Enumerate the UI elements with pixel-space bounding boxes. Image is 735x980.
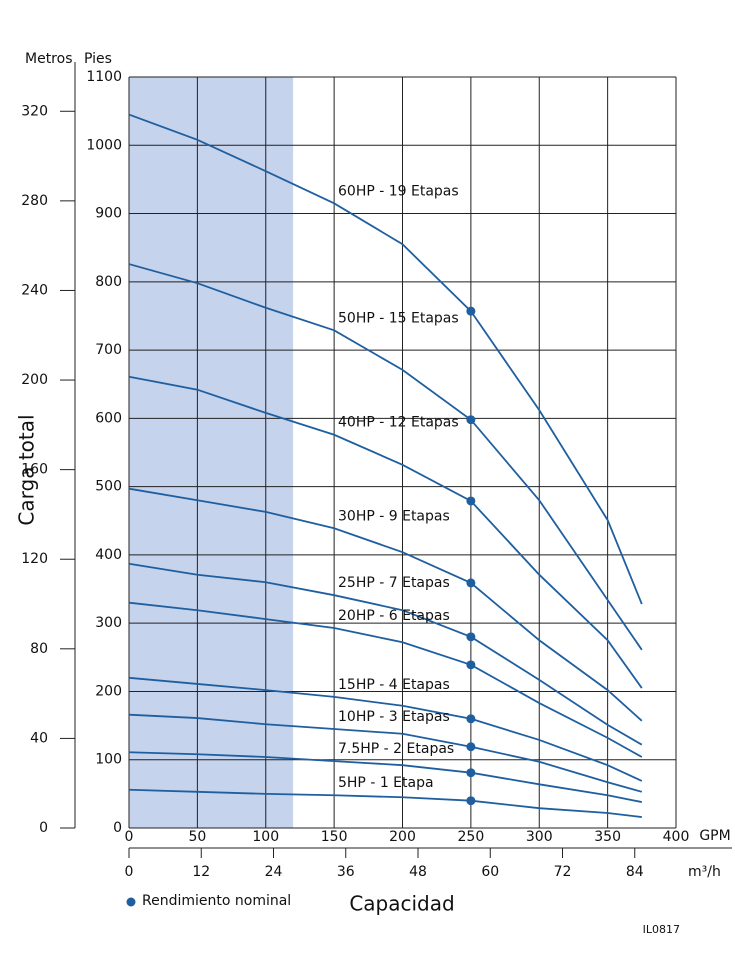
y-tick-label: 600 [95, 410, 122, 426]
x2-unit: m³/h [688, 864, 721, 880]
rated-point [466, 660, 476, 670]
x-tick-label: 50 [188, 829, 206, 845]
y-unit: Pies [84, 51, 112, 67]
rated-point [466, 306, 476, 316]
y-tick-label: 1000 [86, 137, 122, 153]
rated-point [466, 415, 476, 425]
series-label: 25HP - 7 Etapas [338, 575, 450, 591]
y-tick-label: 500 [95, 479, 122, 495]
rated-point [466, 496, 476, 506]
curve [128, 263, 643, 651]
x-tick-label: 200 [389, 829, 416, 845]
series-label: 30HP - 9 Etapas [338, 508, 450, 524]
y-tick-label: 900 [95, 206, 122, 222]
series-label: 40HP - 12 Etapas [338, 415, 459, 431]
rated-point [466, 768, 476, 778]
curve [128, 113, 643, 605]
curve [128, 676, 643, 782]
x-tick-label: 250 [458, 829, 485, 845]
curve [128, 751, 642, 803]
legend-marker [126, 897, 136, 907]
x2-tick-label: 0 [125, 864, 134, 880]
y2-tick-label: 200 [21, 372, 48, 388]
y2-tick-label: 280 [21, 193, 48, 209]
rated-point [466, 632, 476, 642]
y-tick-label: 400 [95, 547, 122, 563]
series-label: 5HP - 1 Etapa [338, 775, 434, 791]
x-tick-label: 150 [321, 829, 348, 845]
x-axis-title: Capacidad [349, 892, 454, 916]
legend-label: Rendimiento nominal [142, 893, 291, 909]
y-tick-label: 200 [95, 683, 122, 699]
x2-tick-label: 24 [265, 864, 283, 880]
x2-tick-label: 12 [192, 864, 210, 880]
rated-point [466, 742, 476, 752]
y-tick-label: 700 [95, 342, 122, 358]
x2-tick-label: 36 [337, 864, 355, 880]
y2-tick-label: 240 [21, 282, 48, 298]
rated-point [466, 578, 476, 588]
curve [128, 487, 643, 722]
x2-tick-label: 84 [626, 864, 644, 880]
series-label: 20HP - 6 Etapas [338, 608, 450, 624]
rated-point [466, 796, 476, 806]
y-tick-label: 1100 [86, 69, 122, 85]
y-tick-label: 100 [95, 752, 122, 768]
curve [128, 788, 642, 818]
x2-tick-label: 72 [554, 864, 572, 880]
y-tick-label: 0 [113, 820, 122, 836]
curve [128, 562, 643, 746]
x-tick-label: 300 [526, 829, 553, 845]
y2-unit: Metros [25, 51, 73, 67]
x-tick-label: 400 [663, 829, 690, 845]
x-tick-label: 0 [125, 829, 134, 845]
y-tick-label: 300 [95, 615, 122, 631]
series-label: 50HP - 15 Etapas [338, 310, 459, 326]
y2-tick-label: 40 [30, 730, 48, 746]
series-label: 60HP - 19 Etapas [338, 183, 459, 199]
figure-code: IL0817 [643, 923, 680, 936]
x-unit: GPM [699, 828, 730, 844]
curve [128, 375, 643, 689]
rated-point [466, 714, 476, 724]
y-tick-label: 800 [95, 274, 122, 290]
series-label: 7.5HP - 2 Etapas [338, 741, 454, 757]
x-tick-label: 100 [252, 829, 279, 845]
series-label: 15HP - 4 Etapas [338, 677, 450, 693]
y2-tick-label: 160 [21, 462, 48, 478]
y2-tick-label: 80 [30, 641, 48, 657]
y2-tick-label: 120 [21, 551, 48, 567]
y2-tick-label: 0 [39, 820, 48, 836]
curve [128, 601, 643, 758]
x2-tick-label: 60 [481, 864, 499, 880]
y-axis-title: Carga total [15, 414, 39, 525]
curve [128, 713, 643, 793]
x-tick-label: 350 [594, 829, 621, 845]
series-label: 10HP - 3 Etapas [338, 709, 450, 725]
y2-tick-label: 320 [21, 103, 48, 119]
x2-tick-label: 48 [409, 864, 427, 880]
